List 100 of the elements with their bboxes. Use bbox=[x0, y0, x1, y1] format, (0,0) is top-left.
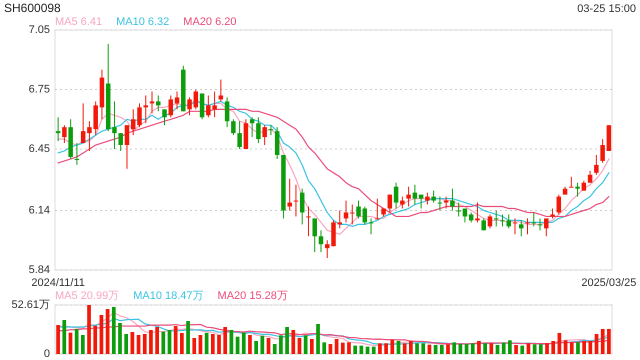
candlestick bbox=[300, 188, 304, 225]
bar bbox=[304, 335, 308, 354]
bar bbox=[316, 324, 320, 354]
bar bbox=[130, 332, 134, 354]
candlestick bbox=[525, 218, 530, 235]
text: MA20 15.28万 bbox=[218, 290, 288, 302]
bar bbox=[483, 343, 487, 354]
candlestick bbox=[412, 184, 418, 206]
candlestick bbox=[274, 126, 280, 160]
bar bbox=[174, 326, 178, 354]
candlestick bbox=[156, 94, 161, 112]
x-tick-label: 2025/03/25 bbox=[581, 276, 636, 289]
bar bbox=[538, 344, 543, 354]
candlestick bbox=[56, 116, 60, 142]
candlestick bbox=[488, 214, 492, 229]
candlestick bbox=[124, 124, 130, 170]
candlestick bbox=[594, 154, 599, 176]
bar bbox=[477, 340, 481, 354]
candlestick bbox=[400, 196, 405, 210]
candlestick bbox=[575, 182, 580, 198]
candlestick bbox=[425, 192, 430, 206]
candlestick bbox=[519, 220, 524, 237]
bar bbox=[464, 344, 468, 354]
bar bbox=[242, 332, 246, 354]
bar bbox=[100, 314, 104, 354]
bar bbox=[149, 330, 153, 354]
candlestick bbox=[544, 218, 549, 237]
candlestick bbox=[556, 194, 562, 215]
bar bbox=[112, 306, 116, 354]
candlestick bbox=[318, 230, 324, 253]
candlestick bbox=[506, 214, 511, 229]
bar bbox=[582, 340, 586, 354]
bar bbox=[496, 344, 500, 354]
candlestick bbox=[481, 218, 486, 231]
candlestick bbox=[494, 210, 498, 227]
candlestick bbox=[200, 92, 204, 120]
bar bbox=[458, 344, 462, 354]
candlestick bbox=[174, 90, 180, 110]
bar bbox=[428, 344, 432, 354]
bar bbox=[198, 335, 202, 354]
y-tick-label: 5.84 bbox=[28, 264, 50, 276]
candlestick bbox=[475, 202, 480, 223]
bar bbox=[440, 344, 444, 354]
candlestick bbox=[368, 218, 374, 235]
bar bbox=[217, 335, 221, 354]
candlestick bbox=[212, 90, 217, 118]
bar bbox=[161, 332, 166, 354]
candlestick bbox=[375, 198, 380, 220]
bar bbox=[118, 322, 122, 354]
bar bbox=[594, 334, 598, 354]
candlestick bbox=[388, 194, 392, 213]
bar bbox=[62, 320, 66, 354]
bar bbox=[409, 340, 413, 354]
bar bbox=[359, 346, 364, 354]
x-tick-label: 2024/11/11 bbox=[31, 276, 85, 289]
bar bbox=[366, 346, 370, 354]
bar bbox=[230, 330, 234, 354]
bar bbox=[532, 344, 536, 354]
candlestick bbox=[306, 206, 311, 237]
candlestick bbox=[143, 94, 148, 124]
bar bbox=[526, 343, 530, 354]
bar bbox=[186, 321, 190, 354]
bar bbox=[272, 344, 277, 354]
candlestick bbox=[444, 196, 448, 210]
bar bbox=[279, 335, 283, 354]
bar bbox=[155, 326, 159, 354]
candlestick bbox=[500, 214, 505, 227]
bar bbox=[520, 346, 524, 354]
candlestick bbox=[162, 108, 167, 126]
candlestick bbox=[532, 212, 536, 227]
text: 03-25 15:00 bbox=[577, 2, 636, 15]
candlestick bbox=[512, 218, 518, 235]
candlestick bbox=[431, 190, 436, 204]
bar bbox=[106, 309, 110, 354]
candlestick bbox=[150, 90, 154, 114]
bar bbox=[87, 305, 91, 354]
bar bbox=[570, 342, 574, 354]
candlestick bbox=[268, 124, 274, 136]
candlestick bbox=[538, 218, 542, 231]
bar bbox=[180, 332, 184, 354]
candlestick bbox=[468, 212, 474, 223]
bar bbox=[378, 343, 382, 354]
candlestick bbox=[294, 184, 298, 217]
bar bbox=[136, 335, 140, 354]
bar bbox=[192, 338, 196, 354]
candlestick bbox=[74, 142, 80, 166]
bar bbox=[470, 343, 475, 354]
bar bbox=[446, 344, 450, 354]
candlestick bbox=[168, 94, 174, 118]
bar bbox=[266, 338, 270, 354]
bar bbox=[607, 328, 611, 354]
bar bbox=[452, 342, 456, 354]
bar bbox=[334, 339, 338, 354]
bar bbox=[142, 334, 147, 354]
bar bbox=[588, 340, 592, 354]
candlestick bbox=[287, 178, 292, 211]
bar bbox=[248, 335, 252, 354]
candlestick bbox=[231, 118, 236, 136]
candlestick bbox=[418, 194, 424, 210]
candlestick bbox=[438, 196, 442, 211]
